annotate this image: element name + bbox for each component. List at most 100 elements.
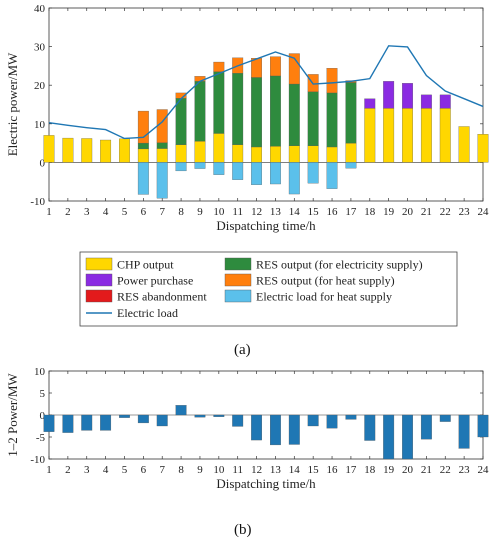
x-axis-label: Dispatching time/h bbox=[216, 476, 316, 491]
bar-bar_b bbox=[232, 414, 244, 427]
x-tick-label: 4 bbox=[103, 464, 109, 476]
bar-res_elec bbox=[270, 75, 281, 147]
bar-purchase bbox=[402, 83, 413, 109]
bar-res_heat bbox=[137, 110, 149, 144]
bar-res_elec bbox=[156, 142, 168, 149]
x-tick-label: 6 bbox=[141, 206, 147, 218]
x-tick-label: 24 bbox=[478, 206, 490, 218]
x-tick-label: 5 bbox=[122, 464, 128, 476]
x-tick-label: 20 bbox=[402, 206, 414, 218]
bar-bar_b bbox=[194, 414, 206, 418]
bar-chp bbox=[345, 142, 357, 163]
legend-swatch-abandon bbox=[85, 289, 113, 303]
bar-res_elec bbox=[326, 92, 338, 148]
bar-load_heat bbox=[326, 162, 338, 189]
y-tick-label: 20 bbox=[34, 80, 46, 92]
bar-chp bbox=[100, 139, 112, 163]
bar-chp bbox=[213, 133, 225, 163]
bar-res_elec bbox=[213, 71, 225, 134]
panel-label-b: (b) bbox=[234, 522, 252, 538]
x-tick-label: 3 bbox=[84, 464, 90, 476]
x-tick-label: 14 bbox=[289, 464, 301, 476]
y-tick-label: 30 bbox=[34, 42, 46, 54]
bar-res_elec bbox=[307, 91, 319, 146]
bar-purchase bbox=[420, 94, 432, 109]
bar-chp bbox=[251, 146, 262, 163]
bar-load_heat bbox=[194, 162, 206, 169]
x-tick-label: 6 bbox=[141, 464, 147, 476]
bar-chp bbox=[81, 138, 93, 163]
x-tick-label: 8 bbox=[178, 206, 184, 218]
legend-swatch-chp bbox=[85, 257, 113, 271]
bar-purchase bbox=[364, 98, 376, 109]
x-tick-label: 18 bbox=[364, 464, 376, 476]
bar-bar_b bbox=[175, 405, 187, 416]
bar-bar_b bbox=[326, 414, 338, 429]
bar-load_heat bbox=[175, 162, 187, 172]
legend-label-chp: CHP output bbox=[117, 258, 174, 272]
bar-res_elec bbox=[251, 77, 262, 148]
y-tick-label: 0 bbox=[40, 410, 46, 422]
bar-load_heat bbox=[232, 162, 244, 180]
x-tick-label: 2 bbox=[65, 464, 71, 476]
bar-bar_b bbox=[402, 414, 413, 460]
bar-bar_b bbox=[420, 414, 432, 440]
x-tick-label: 5 bbox=[122, 206, 128, 218]
x-tick-label: 17 bbox=[345, 206, 357, 218]
x-axis-label: Dispatching time/h bbox=[216, 218, 316, 233]
x-tick-label: 22 bbox=[440, 206, 451, 218]
x-tick-label: 22 bbox=[440, 464, 451, 476]
x-tick-label: 15 bbox=[308, 206, 320, 218]
bar-chp bbox=[119, 138, 130, 163]
bar-chp bbox=[326, 146, 338, 163]
x-tick-label: 19 bbox=[383, 464, 395, 476]
x-tick-label: 9 bbox=[197, 206, 203, 218]
bar-chp bbox=[364, 108, 376, 163]
x-tick-label: 13 bbox=[270, 206, 282, 218]
bar-load_heat bbox=[213, 162, 225, 175]
bar-res_elec bbox=[288, 83, 300, 146]
bar-res_elec bbox=[345, 82, 357, 144]
x-tick-label: 7 bbox=[159, 206, 165, 218]
bar-res_heat bbox=[156, 109, 168, 143]
x-tick-label: 12 bbox=[251, 464, 262, 476]
bar-chp bbox=[307, 145, 319, 163]
electric-load-line bbox=[48, 45, 484, 140]
bar-chp bbox=[232, 144, 244, 163]
legend-label-load-line: Electric load bbox=[117, 306, 178, 320]
x-tick-label: 18 bbox=[364, 206, 376, 218]
bar-load_heat bbox=[288, 162, 300, 195]
bar-bar_b bbox=[307, 414, 319, 427]
x-tick-label: 23 bbox=[459, 206, 471, 218]
bar-chp bbox=[156, 148, 168, 163]
bar-load_heat bbox=[156, 162, 168, 199]
bar-bar_b bbox=[43, 414, 55, 432]
x-tick-label: 12 bbox=[251, 206, 262, 218]
panel-label-a: (a) bbox=[234, 342, 251, 358]
x-tick-label: 1 bbox=[46, 206, 52, 218]
legend-box bbox=[79, 251, 458, 327]
bar-purchase bbox=[383, 81, 395, 109]
bar-bar_b bbox=[439, 414, 451, 422]
plot-frame bbox=[48, 7, 484, 202]
bar-chp bbox=[477, 134, 489, 163]
bar-res_heat bbox=[270, 56, 281, 77]
x-tick-label: 13 bbox=[270, 464, 282, 476]
bar-bar_b bbox=[383, 414, 395, 460]
bar-bar_b bbox=[81, 414, 93, 431]
x-tick-label: 23 bbox=[459, 464, 471, 476]
x-tick-label: 3 bbox=[84, 206, 90, 218]
x-tick-label: 11 bbox=[232, 206, 243, 218]
x-tick-label: 2 bbox=[65, 206, 71, 218]
y-tick-label: -10 bbox=[30, 196, 45, 208]
bar-load_heat bbox=[345, 162, 357, 169]
x-tick-label: 8 bbox=[178, 464, 184, 476]
bar-chp bbox=[137, 148, 149, 163]
bar-chp bbox=[175, 144, 187, 163]
bar-bar_b bbox=[213, 414, 225, 417]
legend-label-res_heat: RES output (for heat supply) bbox=[256, 274, 395, 288]
bar-res_elec bbox=[194, 81, 206, 142]
legend-swatch-res_heat bbox=[224, 273, 252, 287]
bar-bar_b bbox=[270, 414, 281, 446]
